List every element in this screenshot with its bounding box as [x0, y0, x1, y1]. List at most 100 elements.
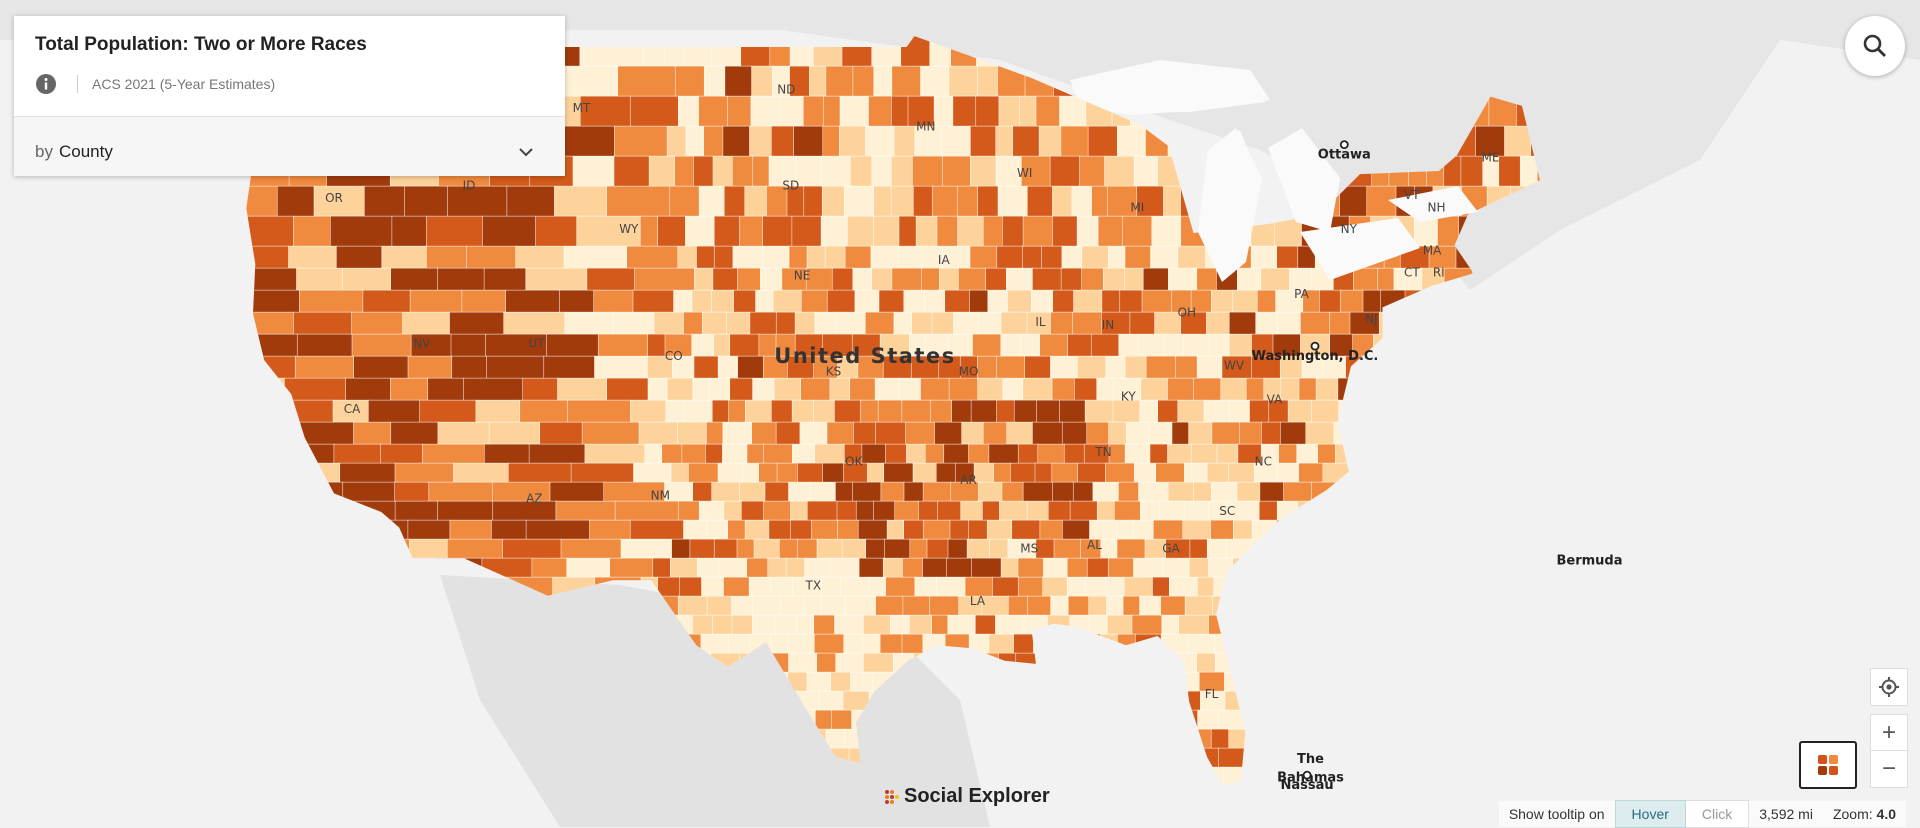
county-cell[interactable] — [1000, 311, 1028, 335]
county-cell[interactable] — [1096, 500, 1115, 521]
county-cell[interactable] — [1035, 95, 1061, 127]
county-cell[interactable] — [1197, 576, 1215, 597]
county-cell[interactable] — [949, 519, 970, 540]
county-cell[interactable] — [1228, 728, 1247, 749]
county-cell[interactable] — [1149, 443, 1169, 464]
county-cell[interactable] — [1190, 443, 1218, 464]
county-cell[interactable] — [839, 95, 870, 127]
county-cell[interactable] — [934, 421, 963, 445]
county-cell[interactable] — [877, 399, 903, 423]
county-cell[interactable] — [753, 538, 780, 559]
tooltip-hover-toggle[interactable]: Hover — [1614, 800, 1686, 828]
county-cell[interactable] — [546, 333, 599, 357]
county-cell[interactable] — [1052, 185, 1073, 217]
legend-button[interactable] — [1799, 741, 1857, 789]
county-cell[interactable] — [1171, 421, 1190, 445]
county-cell[interactable] — [345, 377, 391, 401]
county-cell[interactable] — [843, 633, 864, 654]
county-cell[interactable] — [1287, 399, 1312, 423]
county-cell[interactable] — [638, 421, 679, 445]
county-cell[interactable] — [793, 125, 824, 157]
county-cell[interactable] — [752, 595, 782, 616]
county-cell[interactable] — [1261, 421, 1281, 445]
county-cell[interactable] — [492, 500, 557, 521]
county-cell[interactable] — [1167, 481, 1195, 502]
county-cell[interactable] — [1153, 519, 1184, 540]
county-cell[interactable] — [873, 185, 892, 217]
county-cell[interactable] — [657, 215, 687, 247]
county-cell[interactable] — [293, 311, 353, 335]
county-cell[interactable] — [844, 245, 872, 269]
county-cell[interactable] — [1077, 355, 1107, 379]
county-cell[interactable] — [776, 462, 799, 483]
county-cell[interactable] — [1106, 595, 1124, 616]
county-cell[interactable] — [1010, 462, 1036, 483]
county-cell[interactable] — [1259, 481, 1285, 502]
county-cell[interactable] — [1114, 500, 1141, 521]
county-cell[interactable] — [751, 421, 777, 445]
county-cell[interactable] — [995, 125, 1014, 157]
county-cell[interactable] — [813, 614, 836, 635]
county-cell[interactable] — [670, 557, 698, 578]
county-cell[interactable] — [1140, 377, 1169, 401]
county-cell[interactable] — [1169, 576, 1198, 597]
county-cell[interactable] — [1232, 289, 1258, 313]
county-cell[interactable] — [871, 267, 893, 291]
county-cell[interactable] — [746, 557, 769, 578]
county-cell[interactable] — [975, 95, 1000, 127]
county-cell[interactable] — [737, 355, 764, 379]
county-cell[interactable] — [1178, 614, 1210, 635]
county-cell[interactable] — [1196, 355, 1223, 379]
county-cell[interactable] — [821, 185, 845, 217]
county-cell[interactable] — [394, 481, 430, 502]
county-cell[interactable] — [797, 462, 824, 483]
county-cell[interactable] — [1067, 557, 1088, 578]
county-cell[interactable] — [826, 289, 856, 313]
county-cell[interactable] — [1106, 614, 1133, 635]
county-cell[interactable] — [671, 538, 691, 559]
county-cell[interactable] — [426, 245, 467, 269]
county-cell[interactable] — [790, 500, 808, 521]
county-cell[interactable] — [688, 462, 719, 483]
county-cell[interactable] — [946, 557, 973, 578]
county-cell[interactable] — [674, 155, 695, 187]
county-cell[interactable] — [1298, 462, 1324, 483]
county-cell[interactable] — [404, 185, 449, 217]
county-cell[interactable] — [555, 500, 616, 521]
county-cell[interactable] — [698, 500, 725, 521]
county-cell[interactable] — [986, 519, 1013, 540]
county-cell[interactable] — [1017, 443, 1039, 464]
county-cell[interactable] — [791, 215, 822, 247]
county-cell[interactable] — [958, 267, 987, 291]
county-cell[interactable] — [1276, 245, 1299, 269]
county-cell[interactable] — [1362, 289, 1381, 313]
county-cell[interactable] — [1096, 377, 1114, 401]
county-cell[interactable] — [774, 614, 798, 635]
county-cell[interactable] — [850, 671, 874, 692]
county-cell[interactable] — [1141, 289, 1173, 313]
county-cell[interactable] — [296, 333, 353, 357]
county-cell[interactable] — [475, 399, 521, 423]
county-cell[interactable] — [931, 614, 949, 635]
county-cell[interactable] — [914, 125, 943, 157]
county-cell[interactable] — [1258, 500, 1278, 521]
county-cell[interactable] — [1108, 245, 1126, 269]
county-cell[interactable] — [1051, 462, 1079, 483]
county-cell[interactable] — [768, 519, 792, 540]
county-cell[interactable] — [748, 576, 772, 597]
county-cell[interactable] — [739, 481, 766, 502]
county-cell[interactable] — [924, 443, 945, 464]
county-cell[interactable] — [1027, 595, 1052, 616]
county-cell[interactable] — [847, 215, 875, 247]
county-cell[interactable] — [1042, 576, 1068, 597]
county-cell[interactable] — [419, 399, 477, 423]
county-cell[interactable] — [1039, 519, 1064, 540]
county-cell[interactable] — [1211, 481, 1238, 502]
county-cell[interactable] — [796, 614, 815, 635]
county-cell[interactable] — [873, 500, 896, 521]
county-cell[interactable] — [1237, 267, 1262, 291]
county-cell[interactable] — [891, 65, 922, 97]
county-cell[interactable] — [868, 95, 892, 127]
county-cell[interactable] — [692, 481, 713, 502]
county-cell[interactable] — [299, 289, 364, 313]
